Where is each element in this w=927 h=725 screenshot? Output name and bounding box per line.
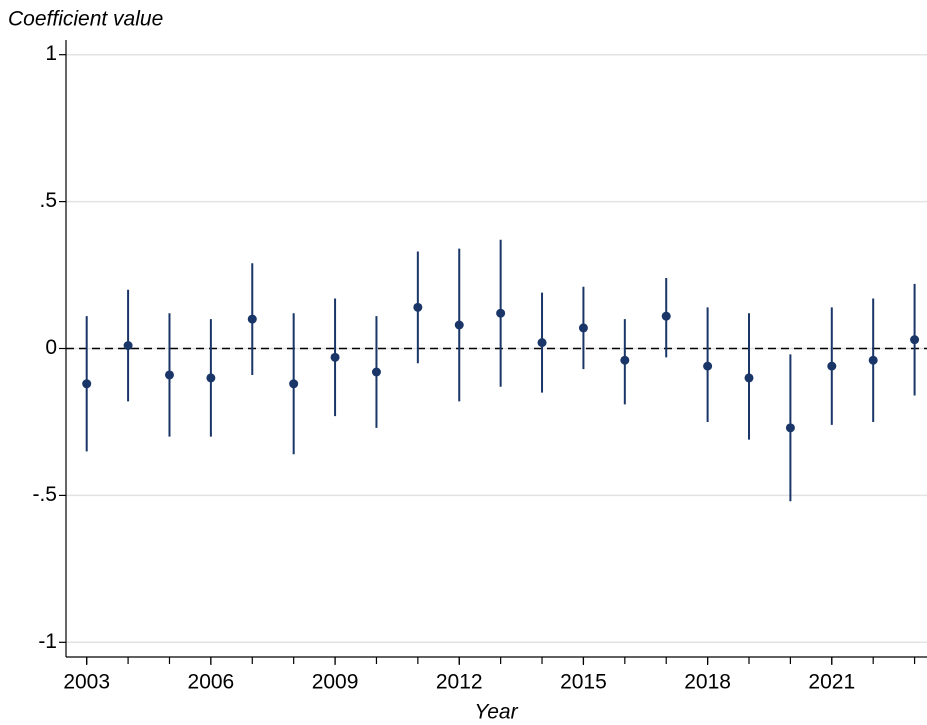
y-tick-label: 0 [45,336,57,359]
point [578,323,588,333]
point [371,367,381,377]
point [744,373,754,383]
point [661,311,671,321]
point [289,379,299,389]
x-tick-label: 2018 [684,671,731,694]
point [827,361,837,371]
point [164,370,174,380]
point [123,341,133,351]
y-tick-label: 1 [45,42,57,65]
x-tick-label: 2015 [560,671,607,694]
x-tick-label: 2012 [436,671,483,694]
y-tick-label: -.5 [32,483,57,506]
y-tick-label: .5 [39,189,57,212]
point [206,373,216,383]
point [496,308,506,318]
point [537,338,547,348]
x-tick-label: 2003 [63,671,110,694]
point [82,379,92,389]
x-tick-label: 2009 [312,671,359,694]
point [703,361,713,371]
x-tick-label: 2021 [808,671,855,694]
y-tick-label: -1 [38,630,57,653]
x-axis-label: Year [474,701,518,724]
point [785,423,795,433]
point [910,335,920,345]
point [247,314,257,324]
point [868,355,878,365]
x-tick-label: 2006 [188,671,235,694]
point [413,302,423,312]
point [620,355,630,365]
chart-title: Coefficient value [8,8,163,31]
point [330,352,340,362]
point [454,320,464,330]
